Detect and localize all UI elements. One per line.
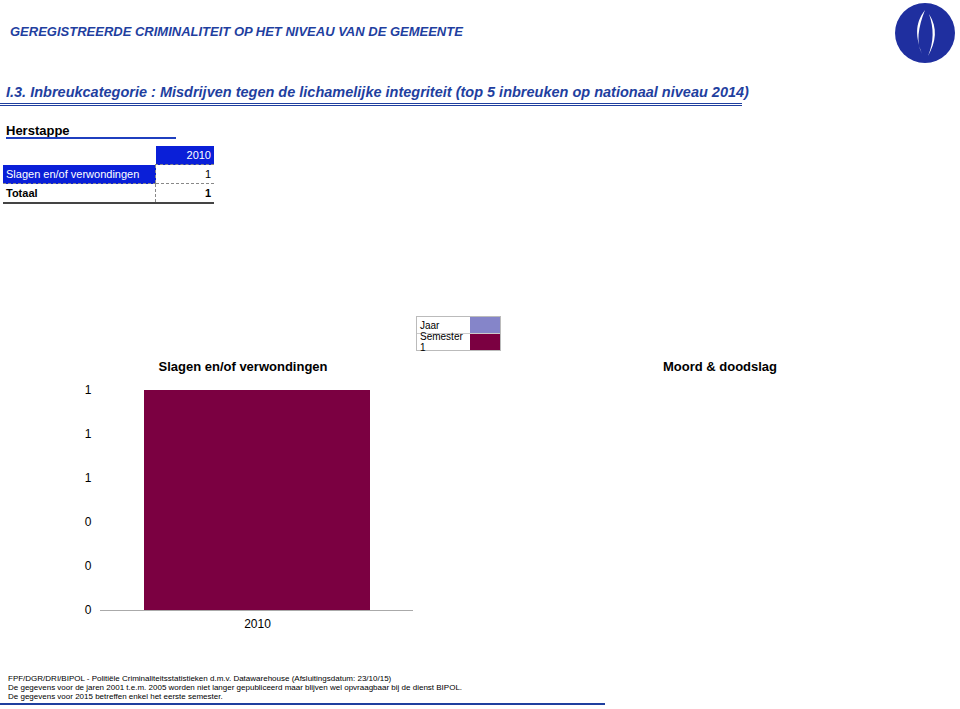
- html-text:Moord & doodslag: Moord & doodslag: [662, 359, 777, 374]
- html-text:Semester 1: Semester 1: [420, 331, 463, 353]
- html-text:1: 1: [204, 168, 211, 180]
- html-text:Jaar: Jaar: [420, 319, 440, 331]
- html-text:GEREGISTREERDE CRIMINALITEIT O: GEREGISTREERDE CRIMINALITEIT OP HET NIVE…: [10, 24, 463, 39]
- html-text:Slagen en/of verwondingen: Slagen en/of verwondingen: [6, 167, 140, 180]
- svg-text:0: 0: [85, 603, 92, 617]
- svg-text:0: 0: [85, 515, 92, 529]
- svg-text:2010: 2010: [244, 617, 271, 631]
- svg-text:1: 1: [85, 383, 92, 397]
- html-text:FPF/DGR/DRI/BIPOL - Politiële: FPF/DGR/DRI/BIPOL - Politiële Criminalit…: [8, 674, 392, 683]
- html-text:2010: 2010: [186, 149, 211, 161]
- html-text:I.3. Inbreukcategorie : Misdri: I.3. Inbreukcategorie : Misdrijven tegen…: [6, 84, 749, 100]
- html-text:Herstappe: Herstappe: [6, 123, 70, 138]
- html-text:De gegevens voor 2015 betreffe: De gegevens voor 2015 betreffen enkel he…: [8, 692, 223, 701]
- html-text:De gegevens voor de jaren 2001: De gegevens voor de jaren 2001 t.e.m. 20…: [8, 683, 463, 692]
- html-text:Slagen en/of verwondingen: Slagen en/of verwondingen: [158, 359, 328, 374]
- html-text:Totaal: Totaal: [6, 187, 38, 199]
- svg-text:0: 0: [85, 559, 92, 573]
- svg-text:1: 1: [85, 427, 92, 441]
- svg-text:1: 1: [85, 471, 92, 485]
- html-text:1: 1: [204, 187, 211, 199]
